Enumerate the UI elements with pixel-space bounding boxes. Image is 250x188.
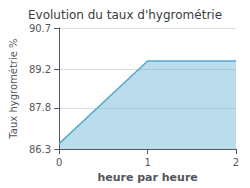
svg-text:87.8: 87.8: [29, 102, 51, 113]
svg-text:2: 2: [233, 157, 239, 168]
svg-text:Evolution du taux d'hygrométri: Evolution du taux d'hygrométrie: [28, 8, 222, 22]
svg-text:89.2: 89.2: [29, 64, 51, 75]
svg-text:0: 0: [56, 157, 62, 168]
svg-text:Taux hygrométrie %: Taux hygrométrie %: [8, 38, 19, 139]
svg-text:86.3: 86.3: [29, 144, 51, 155]
svg-text:heure par heure: heure par heure: [97, 171, 197, 184]
svg-text:90.7: 90.7: [29, 23, 51, 34]
svg-text:1: 1: [144, 157, 150, 168]
